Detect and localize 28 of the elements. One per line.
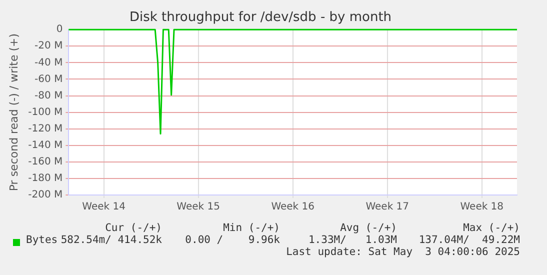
y-tick-label: -20 M — [34, 40, 63, 52]
y-tick-label: 0 — [56, 24, 63, 36]
y-tick-label: -140 M — [28, 140, 63, 151]
x-tick-label: Week 17 — [366, 202, 410, 213]
y-tick-label: -100 M — [28, 106, 63, 118]
x-tick-label: Week 16 — [271, 202, 315, 213]
text: Min (-/+) — [223, 222, 280, 234]
x-tick-label: Week 15 — [176, 202, 220, 213]
y-tick-label: -60 M — [34, 74, 63, 85]
y-tick-label: -120 M — [28, 123, 63, 134]
text: Cur (-/+) — [105, 222, 162, 234]
text: 582.54m/ 414.52k — [60, 234, 162, 246]
legend-label: Bytes — [26, 234, 58, 246]
text: 137.04M/ 49.22M — [418, 234, 520, 246]
y-tick-label: -200 M — [28, 190, 63, 201]
x-tick-label: Week 18 — [460, 202, 504, 213]
chart-title: Disk throughput for /dev/sdb - by month — [129, 10, 392, 26]
y-tick-label: -180 M — [28, 173, 63, 184]
text: 0.00 / 9.96k — [185, 234, 280, 246]
text: Max (-/+) — [463, 222, 520, 234]
x-tick-label: Week 14 — [82, 202, 126, 213]
y-tick-label: -80 M — [34, 90, 63, 102]
text: Last update: Sat May 3 04:00:06 2025 — [286, 246, 520, 258]
text: 1.33M/ 1.03M — [308, 234, 397, 246]
y-axis-title: Pr second read (-) / write (+) — [7, 33, 20, 192]
y-tick-label: -160 M — [28, 156, 63, 168]
y-tick-label: -40 M — [34, 57, 63, 68]
text: Avg (-/+) — [340, 222, 397, 234]
